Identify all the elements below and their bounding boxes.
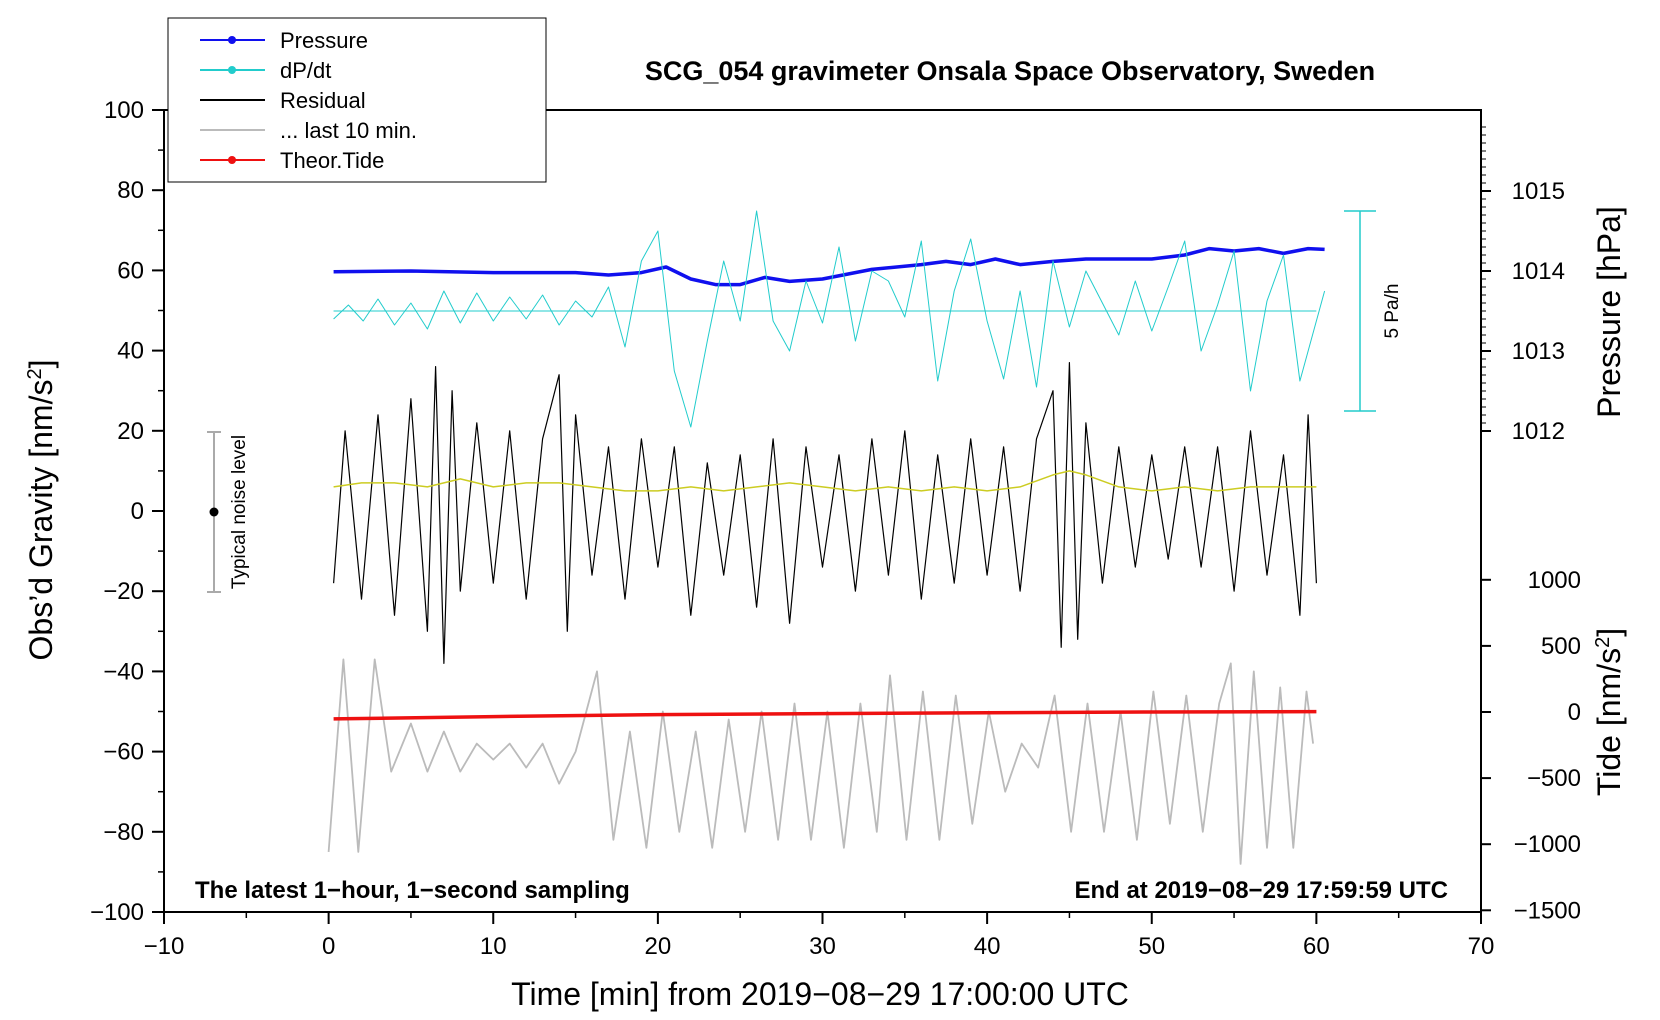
y-tick-label: 40 bbox=[117, 338, 144, 365]
y-axis-label-tide-end: ] bbox=[1591, 628, 1627, 637]
y-tick-label: −80 bbox=[103, 819, 144, 846]
y-axis-label-tide-text: Tide [nm/s bbox=[1591, 648, 1627, 796]
y-tick-label: 0 bbox=[131, 498, 144, 525]
y-axis-label-tide: Tide [nm/s2] bbox=[1591, 628, 1627, 796]
x-tick-label: 10 bbox=[480, 933, 507, 960]
y-tick-label: −100 bbox=[90, 899, 144, 926]
pressure-tick-label: 1014 bbox=[1512, 258, 1565, 285]
series-last-10-min-line bbox=[327, 658, 1314, 865]
series-group bbox=[327, 210, 1326, 865]
legend-label: ... last 10 min. bbox=[280, 118, 417, 143]
y-tick-label: 60 bbox=[117, 257, 144, 284]
y-tick-label: 100 bbox=[104, 97, 144, 124]
x-tick-label: 40 bbox=[974, 933, 1001, 960]
y-axis-label-gravity-end: ] bbox=[23, 360, 59, 369]
tide-tick-label: 0 bbox=[1568, 699, 1581, 726]
tide-tick-label: 1000 bbox=[1528, 567, 1581, 594]
series-residual-filtered-line bbox=[333, 470, 1317, 492]
legend-label: dP/dt bbox=[280, 58, 331, 83]
y-tick-label: −20 bbox=[103, 578, 144, 605]
x-tick-label: 30 bbox=[809, 933, 836, 960]
axis-ticks: −10 0 10 20 30 40 50 60 70100806040200−20−40−60−… bbox=[90, 97, 1581, 960]
y-axis-label-pressure: Pressure [hPa] bbox=[1591, 206, 1627, 418]
legend-label: Pressure bbox=[280, 28, 368, 53]
x-tick-label: 70 bbox=[1468, 933, 1495, 960]
x-tick-label: 60 bbox=[1303, 933, 1330, 960]
pressure-tick-label: 1013 bbox=[1512, 338, 1565, 365]
legend-marker bbox=[228, 156, 236, 164]
annotation-latest-hour: The latest 1−hour, 1−second sampling bbox=[195, 877, 630, 904]
series-dp-dt-line bbox=[333, 210, 1326, 428]
x-tick-label: 0 bbox=[322, 933, 335, 960]
chart-title: SCG_054 gravimeter Onsala Space Observat… bbox=[645, 56, 1375, 86]
noise-indicator: Typical noise level bbox=[207, 431, 250, 593]
noise-dot bbox=[209, 507, 219, 517]
y-axis-label-gravity-sup: 2 bbox=[24, 368, 46, 379]
dpdt-scale-label: 5 Pa/h bbox=[1382, 284, 1403, 339]
y-tick-label: 20 bbox=[117, 418, 144, 445]
y-axis-label-tide-sup: 2 bbox=[1592, 637, 1614, 648]
plot-frame bbox=[163, 109, 1482, 913]
x-tick-label: 20 bbox=[645, 933, 672, 960]
legend: Pressure dP/dt Residual ... last 10 min. The… bbox=[167, 17, 547, 183]
noise-label: Typical noise level bbox=[229, 435, 250, 589]
y-tick-label: −40 bbox=[103, 658, 144, 685]
series-residual-line bbox=[333, 362, 1317, 665]
x-tick-label: 50 bbox=[1138, 933, 1165, 960]
dpdt-scale-bar: 5 Pa/h bbox=[1344, 210, 1403, 412]
series-pressure-line bbox=[333, 246, 1325, 287]
tide-tick-label: −1000 bbox=[1514, 831, 1581, 858]
series-theor-tide-line bbox=[333, 709, 1317, 721]
legend-label: Residual bbox=[280, 88, 366, 113]
y-tick-label: 80 bbox=[117, 177, 144, 204]
legend-marker bbox=[228, 66, 236, 74]
y-axis-label-gravity-text: Obs’d Gravity [nm/s bbox=[23, 380, 59, 661]
y-axis-label-gravity: Obs’d Gravity [nm/s2] bbox=[23, 360, 59, 661]
y-tick-label: −60 bbox=[103, 739, 144, 766]
annotation-end-time: End at 2019−08−29 17:59:59 UTC bbox=[1074, 877, 1448, 904]
tide-tick-label: −1500 bbox=[1514, 897, 1581, 924]
legend-marker bbox=[228, 36, 236, 44]
tide-tick-label: 500 bbox=[1541, 633, 1581, 660]
legend-label: Theor.Tide bbox=[280, 148, 384, 173]
tide-tick-label: −500 bbox=[1527, 765, 1581, 792]
x-tick-label: −10 bbox=[144, 933, 185, 960]
pressure-tick-label: 1012 bbox=[1512, 418, 1565, 445]
x-axis-label: Time [min] from 2019−08−29 17:00:00 UTC bbox=[511, 976, 1129, 1012]
pressure-tick-label: 1015 bbox=[1512, 178, 1565, 205]
